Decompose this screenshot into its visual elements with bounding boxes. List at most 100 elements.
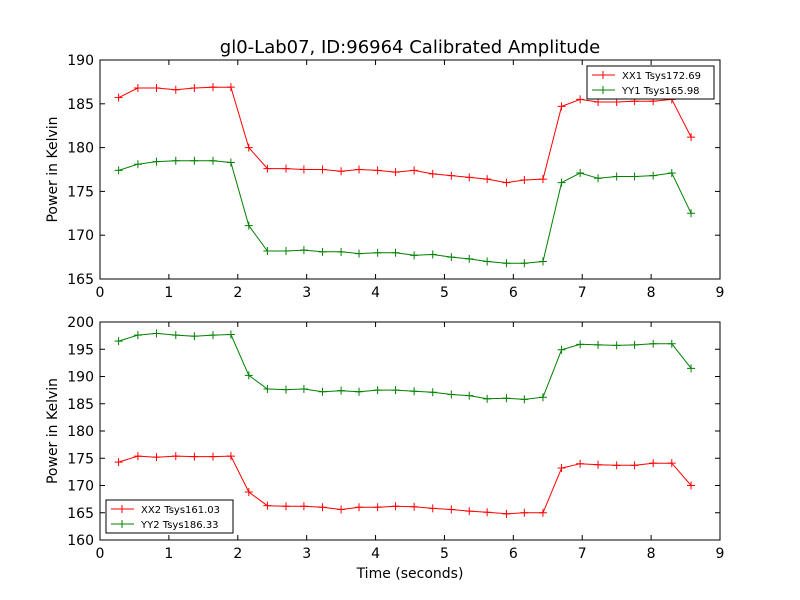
x-tick-label: 4	[371, 546, 380, 562]
data-point-marker	[299, 165, 308, 174]
data-point-marker	[190, 156, 199, 165]
x-tick-label: 1	[164, 285, 173, 301]
legend-label: YY1 Tsys165.98	[621, 86, 700, 97]
x-tick-label: 7	[578, 285, 587, 301]
data-point-marker	[667, 459, 676, 468]
data-point-marker	[318, 247, 327, 256]
data-point-marker	[447, 390, 456, 399]
data-point-marker	[244, 143, 253, 152]
data-point-marker	[687, 133, 696, 142]
data-point-marker	[171, 331, 180, 340]
data-point-marker	[208, 331, 217, 340]
data-point-marker	[152, 329, 161, 338]
data-point-marker	[133, 452, 142, 461]
chart-legend: XX2 Tsys161.03 YY2 Tsys186.33	[105, 499, 234, 534]
data-point-marker	[133, 331, 142, 340]
data-point-marker	[391, 248, 400, 257]
data-point-marker	[594, 340, 603, 349]
data-point-marker	[428, 388, 437, 397]
data-point-marker	[538, 257, 547, 266]
data-point-marker	[612, 172, 621, 181]
data-point-marker	[133, 160, 142, 169]
data-point-marker	[576, 459, 585, 468]
data-point-marker	[483, 175, 492, 184]
data-point-marker	[502, 394, 511, 403]
legend-label: YY2 Tsys186.33	[140, 520, 219, 531]
y-tick-label: 180	[67, 424, 94, 440]
y-tick-label: 180	[67, 141, 94, 157]
data-point-marker	[299, 502, 308, 511]
data-point-marker	[263, 501, 272, 510]
legend-label: XX1 Tsys172.69	[622, 71, 701, 82]
data-point-marker	[152, 84, 161, 93]
chart-panel-1: 0 1 2 3 4 5 6 7 8 9 165 170 175 180 185 190 Power in Kel…	[45, 53, 724, 301]
chart-panel-2: 0 1 2 3 4 5 6 7 8 9 160 165 170 175 180 185 190 195 200 Pow…	[45, 315, 724, 582]
data-point-marker	[114, 166, 123, 175]
x-tick-label: 2	[233, 546, 242, 562]
data-point-marker	[520, 395, 529, 404]
data-point-marker	[667, 169, 676, 178]
y-tick-label: 190	[67, 53, 94, 69]
x-tick-label: 4	[371, 285, 380, 301]
y-axis-label: Power in Kelvin	[45, 116, 61, 222]
x-tick-label: 8	[647, 546, 656, 562]
data-point-marker	[282, 385, 290, 394]
data-point-marker	[190, 332, 199, 341]
data-point-marker	[208, 156, 217, 165]
y-tick-label: 185	[67, 97, 94, 113]
data-point-marker	[391, 502, 400, 511]
data-point-marker	[410, 251, 419, 260]
x-tick-label: 3	[302, 546, 311, 562]
data-point-marker	[538, 393, 547, 402]
data-point-marker	[226, 158, 235, 167]
data-point-marker	[630, 461, 639, 470]
y-tick-label: 170	[67, 228, 94, 244]
x-tick-label: 2	[233, 285, 242, 301]
data-point-marker	[502, 178, 511, 187]
data-point-marker	[630, 340, 639, 349]
data-point-marker	[226, 452, 235, 461]
x-tick-label: 6	[509, 285, 518, 301]
data-point-marker	[538, 508, 547, 517]
data-point-marker	[649, 459, 658, 468]
data-point-marker	[687, 481, 696, 490]
y-tick-label: 185	[67, 397, 94, 413]
legend-box	[586, 65, 715, 100]
data-point-marker	[428, 250, 437, 259]
data-point-marker	[502, 509, 511, 518]
data-point-marker	[226, 330, 235, 339]
data-point-marker	[208, 452, 217, 461]
data-point-marker	[114, 93, 123, 102]
data-point-marker	[337, 167, 346, 176]
data-point-marker	[483, 257, 492, 266]
data-point-marker	[190, 452, 199, 461]
data-point-marker	[133, 84, 142, 93]
data-point-marker	[244, 221, 253, 230]
data-point-marker	[318, 387, 327, 396]
data-point-marker	[171, 452, 180, 461]
data-point-marker	[171, 156, 180, 165]
data-point-marker	[299, 385, 308, 394]
data-point-marker	[226, 83, 235, 92]
x-tick-label: 9	[716, 546, 725, 562]
data-point-marker	[373, 503, 382, 512]
data-point-marker	[557, 178, 566, 187]
data-point-marker	[152, 157, 161, 166]
y-tick-label: 175	[67, 451, 94, 467]
data-point-marker	[114, 458, 123, 467]
data-point-marker	[594, 460, 603, 469]
data-point-marker	[557, 464, 566, 473]
y-tick-label: 165	[67, 272, 94, 288]
data-point-marker	[244, 488, 253, 497]
data-point-marker	[447, 253, 456, 262]
data-point-marker	[263, 385, 272, 394]
data-point-marker	[576, 95, 585, 104]
data-point-marker	[282, 164, 290, 173]
data-point-marker	[557, 345, 566, 354]
data-point-marker	[355, 249, 364, 258]
y-tick-label: 170	[67, 479, 94, 495]
data-point-marker	[373, 166, 382, 175]
legend-swatch-marker	[118, 505, 126, 513]
data-point-marker	[465, 254, 474, 263]
